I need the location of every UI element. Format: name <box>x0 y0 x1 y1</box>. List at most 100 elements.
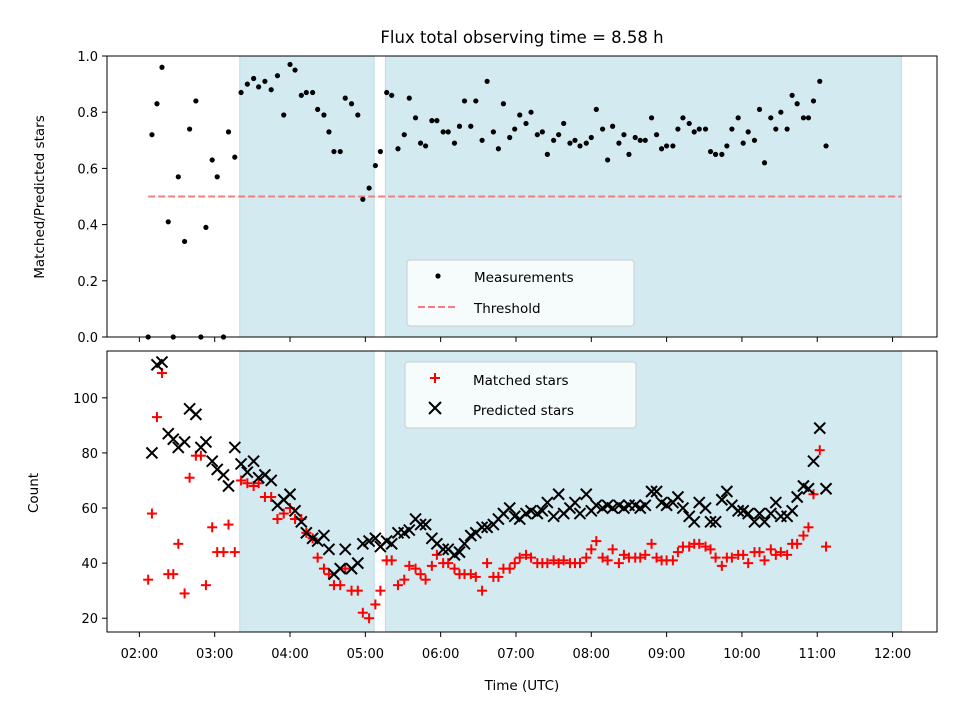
matched-star-point <box>207 522 218 533</box>
predicted-star-point <box>769 496 783 509</box>
matched-star-point <box>743 558 754 569</box>
measurement-point <box>823 143 829 149</box>
matched-star-point <box>477 585 488 596</box>
predicted-star-point <box>709 515 722 529</box>
x-tick-label: 06:00 <box>422 647 459 662</box>
measurement-point <box>637 137 643 143</box>
top-panel: 0.0 0.2 0.4 0.6 0.8 1.0 Matched/Predicted sta… <box>32 50 938 346</box>
predicted-star-point <box>458 537 471 551</box>
matched-star-point <box>726 552 737 563</box>
predicted-star-point <box>748 515 761 529</box>
measurement-point <box>209 157 215 163</box>
predicted-star-point <box>475 521 489 534</box>
predicted-star-point <box>241 466 254 479</box>
matched-star-point <box>509 558 520 569</box>
chart-title: Flux total observing time = 8.58 h <box>380 28 663 47</box>
predicted-star-point <box>731 504 745 517</box>
predicted-star-point <box>785 504 799 517</box>
predicted-star-point <box>264 474 278 487</box>
predicted-star-point <box>790 490 804 504</box>
measurement-point <box>348 101 355 107</box>
matched-star-point <box>236 475 247 486</box>
matched-star-point <box>542 558 553 569</box>
matched-star-point <box>318 563 329 574</box>
top-y-ticks: 0.0 0.2 0.4 0.6 0.8 1.0 <box>77 50 107 346</box>
measurement-point <box>724 143 730 149</box>
matched-star-point <box>558 555 569 566</box>
measurement-point <box>310 89 316 96</box>
matched-star-point <box>146 508 157 519</box>
measurement-point <box>729 126 735 132</box>
y-tick-label: 0.6 <box>77 162 98 177</box>
matched-star-point <box>607 544 618 555</box>
matched-star-point <box>586 544 597 555</box>
measurement-point <box>479 137 485 143</box>
predicted-star-point <box>419 518 432 531</box>
y-tick-label: 0.0 <box>77 331 98 346</box>
matched-star-point <box>770 549 781 560</box>
matched-star-point <box>195 450 206 461</box>
predicted-star-point <box>222 479 235 493</box>
measurement-point <box>203 224 209 231</box>
measurement-point <box>186 126 193 132</box>
measurement-point <box>193 98 199 104</box>
predicted-star-point <box>356 537 370 551</box>
measurement-point <box>468 123 474 129</box>
matched-star-point <box>184 472 195 483</box>
matched-star-point <box>357 607 368 618</box>
measurement-point <box>422 143 429 149</box>
matched-star-point <box>482 558 493 569</box>
measurement-point <box>440 129 446 135</box>
predicted-star-point <box>369 532 382 545</box>
measurement-point <box>675 126 681 132</box>
predicted-star-point <box>764 507 778 520</box>
measurement-point <box>800 115 807 121</box>
predicted-star-point <box>317 529 331 542</box>
measurement-point <box>761 160 768 166</box>
matched-star-point <box>415 569 426 580</box>
matched-star-point <box>635 552 646 563</box>
measurement-point <box>778 109 784 115</box>
matched-star-point <box>574 558 585 569</box>
predicted-star-point <box>699 501 712 515</box>
measurement-point <box>321 112 327 118</box>
matched-star-point <box>375 585 386 596</box>
measurement-point <box>784 126 790 132</box>
matched-star-point <box>229 547 240 558</box>
measurement-point <box>605 157 611 163</box>
measurement-point <box>490 129 496 135</box>
measurement-point <box>507 134 513 141</box>
measurement-point <box>225 129 232 135</box>
y-tick-label: 60 <box>81 502 98 517</box>
measurement-point <box>735 115 741 121</box>
measurement-point <box>473 98 479 104</box>
legend-matched-marker <box>430 373 440 383</box>
predicted-star-point <box>741 507 755 520</box>
measurement-point <box>412 115 419 121</box>
measurement-point <box>372 162 378 169</box>
predicted-star-point <box>573 507 587 520</box>
matched-star-point <box>340 563 351 574</box>
matched-star-point <box>553 558 564 569</box>
y-tick-label: 80 <box>81 447 98 462</box>
measurement-point <box>756 106 763 112</box>
matched-star-point <box>151 412 162 423</box>
predicted-star-point <box>217 468 230 482</box>
measurement-point <box>810 98 817 104</box>
matched-star-point <box>803 522 814 533</box>
matched-star-point <box>705 544 716 555</box>
x-axis-label: Time (UTC) <box>484 678 560 694</box>
predicted-star-point <box>334 562 347 575</box>
matched-star-point <box>754 547 765 558</box>
matched-star-point <box>420 574 431 585</box>
measurement-point <box>268 87 274 93</box>
matched-star-point <box>821 541 832 552</box>
matched-star-point <box>700 541 711 552</box>
legend-measurements-marker <box>435 273 441 279</box>
predicted-star-point <box>720 485 734 498</box>
measurement-point <box>238 89 244 96</box>
predicted-star-point <box>650 485 663 498</box>
measurement-point <box>181 238 188 245</box>
matched-star-point <box>597 552 608 563</box>
x-tick-label: 03:00 <box>196 647 233 662</box>
